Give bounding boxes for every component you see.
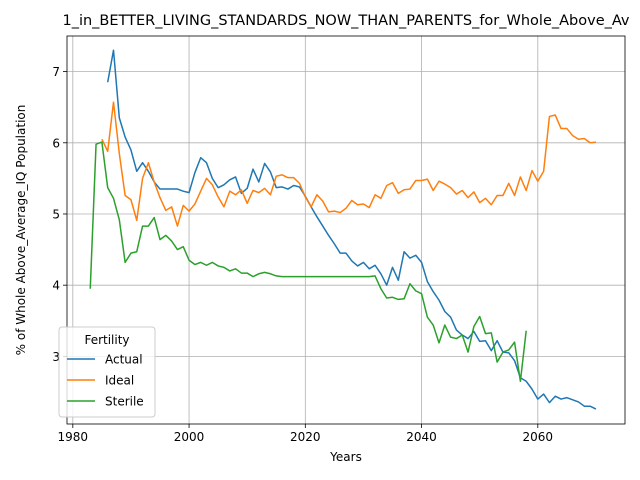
plot-frame [66,35,626,425]
legend-title: Fertility [84,333,129,347]
y-tick-label: 5 [52,207,60,221]
series-lines [89,49,597,410]
x-axis-label: Years [329,450,362,464]
x-tick-label: 2020 [290,430,321,444]
legend-label-actual: Actual [105,353,143,367]
y-axis-label: % of Whole Above_Average_IQ Population [14,105,28,356]
x-tick-label: 2060 [523,430,554,444]
legend-box [58,326,156,418]
legend: Fertility Actual Ideal Sterile [58,326,156,418]
legend-entries: Actual Ideal Sterile [67,353,144,409]
legend-label-ideal: Ideal [105,374,134,388]
grid [67,36,625,424]
x-tick-label: 2000 [174,430,205,444]
x-tick-label: 1980 [58,430,89,444]
series-line-sterile [89,141,527,383]
y-tick-label: 6 [52,136,60,150]
x-tick-label: 2040 [406,430,437,444]
y-tick-label: 4 [52,279,60,293]
series-line-actual [106,49,597,410]
series-line-ideal [101,101,597,227]
chart-title: 1_in_BETTER_LIVING_STANDARDS_NOW_THAN_PA… [62,13,629,29]
legend-label-sterile: Sterile [105,395,144,409]
y-tick-label: 3 [52,350,60,364]
y-tick-label: 7 [52,65,60,79]
axis-ticks: 1980 2000 2020 2040 2060 3 4 5 6 7 [52,65,553,444]
